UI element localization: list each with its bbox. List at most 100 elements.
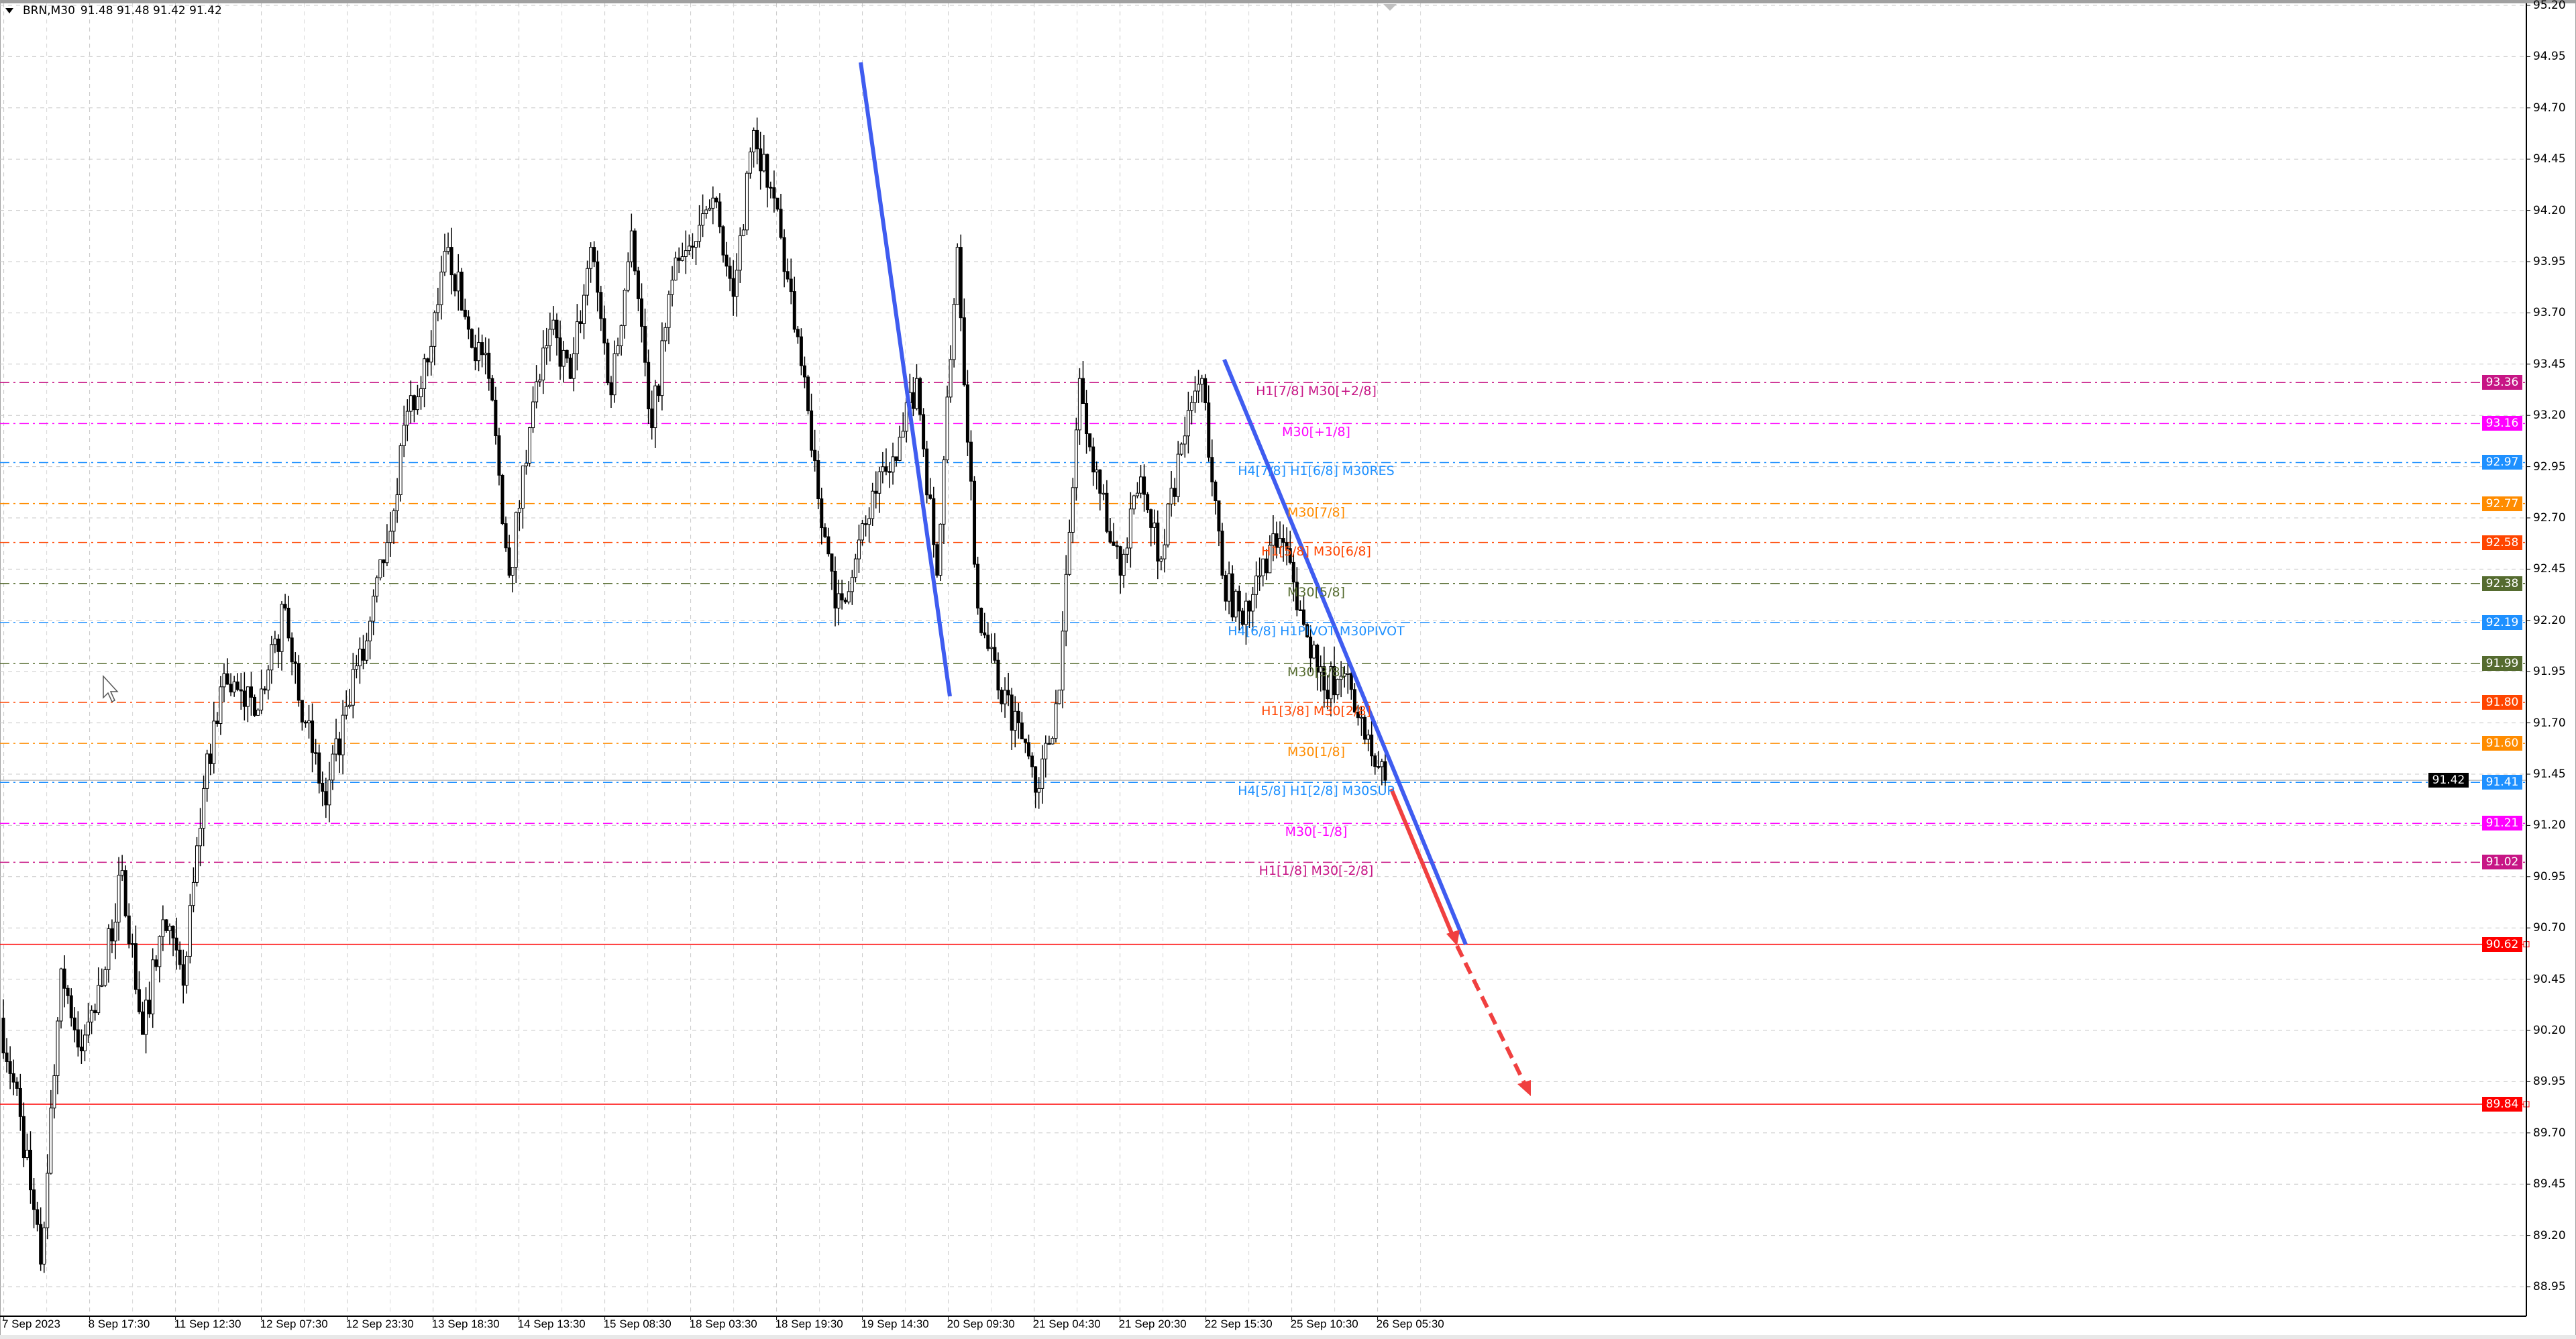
y-tick-label: 92.70 [2533, 511, 2566, 525]
candle [174, 937, 178, 951]
candle [1102, 492, 1106, 495]
candle [181, 964, 185, 986]
x-tick-label: 21 Sep 20:30 [1118, 1318, 1187, 1330]
candle [531, 401, 535, 429]
y-tick-label: 91.45 [2533, 767, 2566, 781]
candle [273, 638, 277, 645]
candle [1152, 523, 1157, 528]
candle [1265, 558, 1269, 574]
candle [1366, 735, 1371, 740]
candle [184, 955, 189, 986]
candle [46, 1173, 50, 1228]
candle [721, 226, 725, 256]
candle [711, 197, 715, 209]
candle [731, 278, 735, 297]
candle [606, 342, 610, 384]
candle [446, 247, 450, 252]
y-tick-label: 93.95 [2533, 255, 2566, 268]
candle [1163, 544, 1167, 559]
candle [1217, 500, 1221, 532]
candle [321, 782, 325, 792]
candle [609, 382, 613, 396]
candle [246, 686, 250, 707]
candle [1214, 481, 1218, 502]
candle [25, 1149, 29, 1159]
candle [1091, 446, 1095, 473]
candle [511, 567, 515, 576]
candle [1193, 390, 1197, 403]
candle [477, 342, 481, 362]
candle [130, 943, 134, 945]
candle [1132, 495, 1136, 510]
candle [436, 304, 440, 313]
candle [612, 353, 616, 396]
candle [202, 788, 206, 829]
candle [694, 241, 698, 248]
level-label: M30[+1/8] [1282, 425, 1350, 440]
candle [1360, 716, 1364, 719]
candle [141, 1011, 145, 1035]
trendline-2[interactable] [1222, 358, 1468, 946]
candle [490, 378, 494, 400]
x-tick-label: 18 Sep 03:30 [689, 1318, 757, 1330]
candle [433, 312, 437, 347]
candle [69, 995, 73, 1018]
candle [1278, 538, 1282, 548]
candle [507, 547, 511, 576]
candle [684, 250, 688, 257]
trendline-1[interactable] [859, 62, 952, 697]
candle [1227, 573, 1231, 602]
candle [959, 247, 963, 319]
candle [898, 437, 902, 461]
candle [242, 690, 246, 707]
candle [578, 321, 582, 324]
candle [1085, 403, 1089, 435]
y-tick-label: 90.45 [2533, 972, 2566, 986]
y-tick-label: 91.70 [2533, 716, 2566, 730]
candle [372, 596, 376, 622]
candle [772, 187, 776, 199]
candle [293, 661, 297, 664]
candle [840, 593, 844, 600]
dropdown-triangle-icon[interactable] [5, 8, 13, 13]
candle [239, 689, 243, 692]
candle [626, 261, 630, 290]
candle [1006, 690, 1010, 696]
candle [415, 396, 419, 411]
candle [385, 542, 389, 564]
candle [884, 466, 888, 472]
candle [602, 318, 606, 343]
candle [1258, 575, 1262, 578]
chart-shift-marker-icon[interactable] [1383, 4, 1397, 11]
candle [738, 235, 742, 271]
candle [1301, 609, 1305, 625]
mouse-cursor-icon [103, 675, 119, 703]
candle [137, 989, 141, 1012]
candle [833, 570, 837, 608]
candle [388, 531, 392, 543]
x-tick-label: 12 Sep 07:30 [260, 1318, 328, 1330]
candle [996, 659, 1000, 691]
candle [1064, 574, 1068, 632]
candle [1240, 610, 1244, 625]
candle [616, 345, 620, 354]
candle [110, 928, 114, 942]
candle [820, 498, 824, 529]
y-tick-label: 94.70 [2533, 101, 2566, 115]
candle [650, 409, 654, 429]
candle [748, 152, 752, 174]
forecast-arrow-solid[interactable] [1389, 788, 1455, 938]
candle [823, 527, 827, 537]
candle [1118, 546, 1122, 576]
candle [816, 460, 820, 500]
forecast-arrow-dashed[interactable] [1455, 945, 1527, 1087]
candle [62, 968, 66, 989]
candle [935, 544, 939, 576]
candle [1034, 766, 1038, 793]
candle [504, 523, 508, 549]
candle [195, 845, 199, 883]
x-tick-label: 8 Sep 17:30 [88, 1318, 150, 1330]
candle [535, 381, 539, 403]
level-label: M30[1/8] [1287, 745, 1345, 760]
